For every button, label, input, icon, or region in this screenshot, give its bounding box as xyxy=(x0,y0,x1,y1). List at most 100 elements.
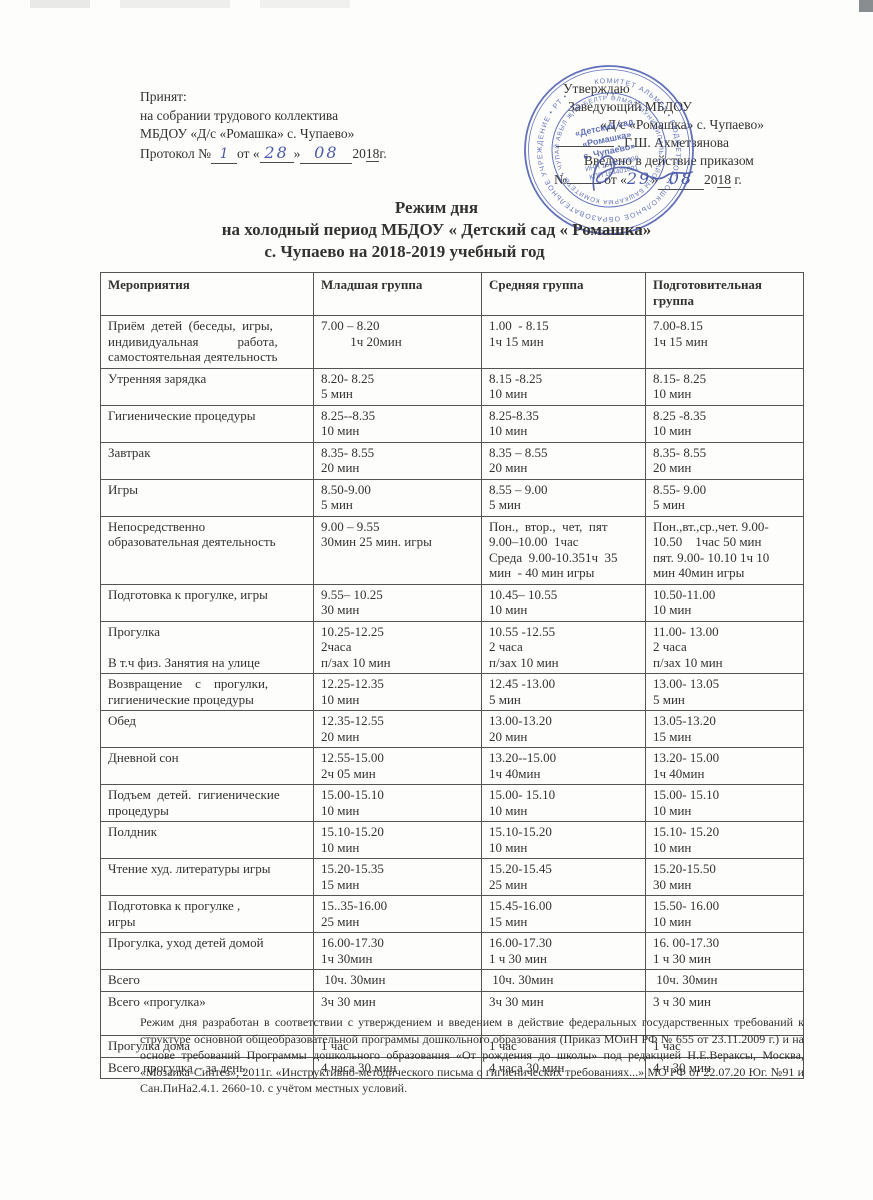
activity-label: Завтрак xyxy=(100,441,314,480)
time-value: 11.00- 13.00 2 часа п/зах 10 мин xyxy=(645,620,804,674)
activity-label: Утренняя зарядка xyxy=(100,367,314,406)
table-row: Прогулка дома 1 час 1 час 1 час xyxy=(100,1035,804,1058)
time-value: 1 час xyxy=(645,1035,804,1058)
activity-label: Возвращение с прогулки, гигиенические пр… xyxy=(100,673,314,711)
time-value: 4 часа 30 мин xyxy=(313,1056,482,1079)
time-value: 8.15- 8.25 10 мин xyxy=(645,367,804,406)
activity-label: Подъем детей. гигиенические процедуры xyxy=(100,784,314,822)
time-value: 10.25-12.25 2часа п/зах 10 мин xyxy=(313,620,482,674)
table-row: Дневной сон 12.55-15.00 2ч 05 мин 13.20--1… xyxy=(100,747,804,785)
time-value: 1 час xyxy=(313,1035,482,1058)
time-value: 10ч. 30мин xyxy=(645,969,804,992)
table-row: Подготовка к прогулке, игры 9.55– 10.25 3… xyxy=(100,583,804,622)
activity-label: Дневной сон xyxy=(100,747,314,785)
signature-line: . Г.Ш. Ахметзянова xyxy=(552,134,872,152)
activity-label: Чтение худ. литературы игры xyxy=(100,858,314,896)
header-junior-group: Младшая группа xyxy=(313,272,482,316)
ot-label: от « xyxy=(236,145,260,161)
ot-label: от « xyxy=(604,172,627,187)
table-row: Всего прогулка – за день 4 часа 30 мин 4 ч… xyxy=(100,1056,804,1079)
time-value: 10.55 -12.55 2 часа п/зах 10 мин xyxy=(481,620,646,674)
handwritten-month: 08 xyxy=(314,142,339,162)
approved-line: Введено в действие приказом xyxy=(584,153,754,168)
activity-label: Всего «прогулка» xyxy=(100,990,314,1036)
time-value: 15.00-15.10 10 мин xyxy=(313,784,482,822)
schedule-table-body: Приём детей (беседы, игры, индивидуальна… xyxy=(100,315,804,1079)
table-row: Подъем детей. гигиенические процедуры 15.… xyxy=(100,784,804,822)
time-value: 1 час xyxy=(481,1035,646,1058)
time-value: 15.10-15.20 10 мин xyxy=(481,821,646,859)
time-value: 9.00 – 9.55 30мин 25 мин. игры xyxy=(313,515,482,585)
time-value: 12.55-15.00 2ч 05 мин xyxy=(313,747,482,785)
time-value: 8.55- 9.00 5 мин xyxy=(645,478,804,517)
time-value: 15.45-16.00 15 мин xyxy=(481,895,646,933)
blank-underline xyxy=(566,183,601,184)
table-row: Игры 8.50-9.00 5 мин 8.55 – 9.00 5 мин 8.55… xyxy=(100,478,804,517)
handwritten-day: 29 xyxy=(626,169,652,188)
time-value: 16.00-17.30 1 ч 30 мин xyxy=(481,932,646,970)
time-value: 15.00- 15.10 10 мин xyxy=(481,784,646,822)
time-value: 10ч. 30мин xyxy=(313,969,482,992)
time-value: 10ч. 30мин xyxy=(481,969,646,992)
time-value: 3 ч 30 мин xyxy=(645,990,804,1036)
table-row: Подготовка к прогулке , игры 15..35-16.00… xyxy=(100,895,804,933)
header-preparatory-group: Подготовительная группа xyxy=(645,272,804,316)
quote: » xyxy=(293,145,301,161)
time-value: 15..35-16.00 25 мин xyxy=(313,895,482,933)
time-value: 8.35- 8.55 20 мин xyxy=(313,441,482,480)
table-row: Гигиенические процедуры 8.25--8.35 10 мин… xyxy=(100,404,804,443)
time-value: 8.35 – 8.55 20 мин xyxy=(481,441,646,480)
time-value: Пон., втор., чет, пят 9.00–10.00 1час Ср… xyxy=(481,515,646,585)
time-value: Пон.,вт.,ср.,чет. 9.00- 10.50 1час 50 ми… xyxy=(645,515,804,585)
time-value: 10.50-11.00 10 мин xyxy=(645,583,804,622)
time-value: 8.20- 8.25 5 мин xyxy=(313,367,482,406)
time-value: 16. 00-17.30 1 ч 30 мин xyxy=(645,932,804,970)
scan-corner-artifact xyxy=(859,0,873,12)
quote: » xyxy=(651,172,658,187)
time-value: 13.20- 15.00 1ч 40мин xyxy=(645,747,804,785)
time-value: 15.20-15.35 15 мин xyxy=(313,858,482,896)
schedule-table: Мероприятия Младшая группа Средняя групп… xyxy=(100,272,804,1079)
time-value: 12.35-12.55 20 мин xyxy=(313,710,482,748)
time-value: 16.00-17.30 1ч 30мин xyxy=(313,932,482,970)
approved-line: Утверждаю xyxy=(563,81,630,96)
activity-label: Гигиенические процедуры xyxy=(100,404,314,443)
time-value: 15.20-15.50 30 мин xyxy=(645,858,804,896)
activity-label: Приём детей (беседы, игры, индивидуальна… xyxy=(100,315,314,369)
table-row: Завтрак 8.35- 8.55 20 мин 8.35 – 8.55 20 м… xyxy=(100,441,804,480)
title-line-2: на холодный период МБДОУ « Детский сад «… xyxy=(221,220,652,239)
table-row: Утренняя зарядка 8.20- 8.25 5 мин 8.15 -8.… xyxy=(100,367,804,406)
table-row: Непосредственно образовательная деятельн… xyxy=(100,515,804,585)
year: 20 xyxy=(703,172,718,187)
time-value: 15.10-15.20 10 мин xyxy=(313,821,482,859)
accepted-block: Принят: на собрании трудового коллектива… xyxy=(140,88,387,164)
year-suffix: г. xyxy=(730,172,742,187)
time-value: 3ч 30 мин xyxy=(313,990,482,1036)
table-row: Полдник 15.10-15.20 10 мин 15.10-15.20 10 … xyxy=(100,821,804,859)
approved-line: «Д/с «Ромашка» с. Чупаево» xyxy=(600,117,765,132)
year: 20 xyxy=(352,145,366,161)
time-value: 9.55– 10.25 30 мин xyxy=(313,583,482,622)
activity-label: Всего xyxy=(100,969,314,992)
activity-label: Всего прогулка – за день xyxy=(100,1056,314,1079)
accepted-line: Принят: xyxy=(140,89,187,104)
time-value: 13.00-13.20 20 мин xyxy=(481,710,646,748)
time-value: 8.25 -8.35 10 мин xyxy=(645,404,804,443)
table-row: Прогулка, уход детей домой 16.00-17.30 1ч… xyxy=(100,932,804,970)
table-header-row: Мероприятия Младшая группа Средняя групп… xyxy=(100,272,804,316)
protocol-line: Протокол № 1 от «28» 08 2018г. xyxy=(140,142,387,164)
time-value: 7.00 – 8.20 1ч 20мин xyxy=(313,315,482,369)
signature-underline xyxy=(556,146,614,147)
activity-label: Подготовка к прогулке , игры xyxy=(100,895,314,933)
table-row: Приём детей (беседы, игры, индивидуальна… xyxy=(100,315,804,369)
time-value: 4 часа 30 мин xyxy=(481,1056,646,1079)
activity-label: Прогулка дома xyxy=(100,1035,314,1058)
title-line-3: с. Чупаево на 2018-2019 учебный год xyxy=(264,242,545,261)
time-value: 3ч 30 мин xyxy=(481,990,646,1036)
accepted-line: на собрании трудового коллектива xyxy=(140,107,339,123)
activity-label: Прогулка, уход детей домой xyxy=(100,932,314,970)
time-value: 8.55 – 9.00 5 мин xyxy=(481,478,646,517)
time-value: 10.45– 10.55 10 мин xyxy=(481,583,646,622)
time-value: 13.00- 13.05 5 мин xyxy=(645,673,804,711)
time-value: 12.45 -13.00 5 мин xyxy=(481,673,646,711)
